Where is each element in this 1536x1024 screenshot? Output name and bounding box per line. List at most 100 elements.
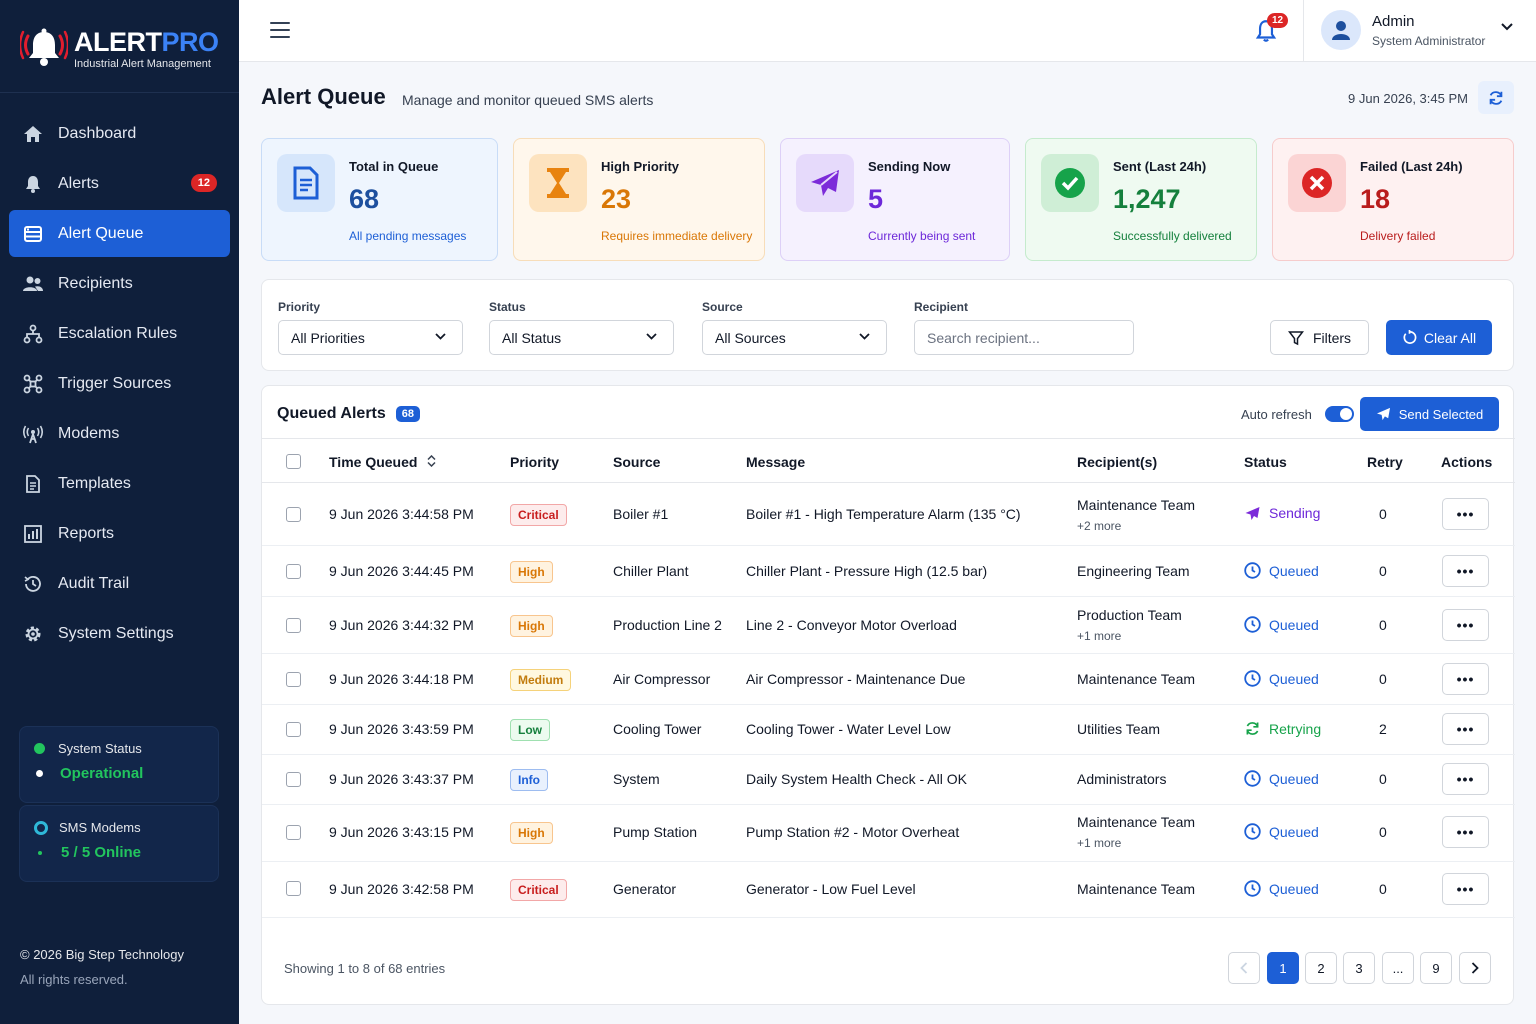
source-select-value: All Sources — [715, 329, 786, 346]
stat-card-sending-now[interactable]: Sending Now 5 Currently being sent — [780, 138, 1010, 261]
column-retry: Retry — [1367, 454, 1403, 470]
stat-description: Delivery failed — [1360, 229, 1436, 243]
sidebar-nav: Dashboard Alerts 12 Alert Queue Recipien… — [9, 110, 230, 660]
sidebar-item-reports[interactable]: Reports — [9, 510, 230, 557]
cell-source: Air Compressor — [613, 671, 711, 687]
cell-source: System — [613, 771, 660, 787]
status-retrying: Retrying — [1244, 720, 1321, 737]
table-row[interactable]: 9 Jun 2026 3:43:15 PM High Pump Station … — [262, 805, 1515, 862]
paper-plane-icon — [1376, 407, 1390, 421]
row-checkbox[interactable] — [286, 564, 301, 579]
row-actions-button[interactable]: ••• — [1442, 873, 1489, 905]
auto-refresh-toggle[interactable] — [1324, 406, 1354, 422]
sidebar-item-label: System Settings — [58, 624, 174, 642]
clock-icon — [1244, 823, 1261, 840]
hierarchy-icon — [22, 323, 44, 345]
recipient-search-input[interactable]: Search recipient... — [914, 320, 1134, 355]
row-checkbox[interactable] — [286, 672, 301, 687]
sidebar-item-label: Audit Trail — [58, 574, 130, 592]
row-actions-button[interactable]: ••• — [1442, 663, 1489, 695]
brand-logo[interactable]: ALERTPRO Industrial Alert Management — [18, 26, 219, 70]
row-checkbox[interactable] — [286, 772, 301, 787]
row-checkbox[interactable] — [286, 507, 301, 522]
more-recipients-link[interactable]: +1 more — [1077, 836, 1122, 850]
table-row[interactable]: 9 Jun 2026 3:44:58 PM Critical Boiler #1… — [262, 483, 1515, 546]
page-subtitle: Manage and monitor queued SMS alerts — [402, 92, 654, 108]
row-actions-button[interactable]: ••• — [1442, 498, 1489, 530]
row-checkbox[interactable] — [286, 722, 301, 737]
sidebar-item-recipients[interactable]: Recipients — [9, 260, 230, 307]
cell-message: Pump Station #2 - Motor Overheat — [746, 824, 960, 840]
sidebar-item-system-settings[interactable]: System Settings — [9, 610, 230, 657]
bell-icon — [22, 173, 44, 195]
stat-card-failed-last-24h[interactable]: Failed (Last 24h) 18 Delivery failed — [1272, 138, 1514, 261]
stat-title: High Priority — [601, 159, 680, 174]
row-actions-button[interactable]: ••• — [1442, 763, 1489, 795]
cell-recipient: Maintenance Team — [1077, 671, 1196, 687]
sidebar-item-alert-queue[interactable]: Alert Queue — [9, 210, 230, 257]
cell-message: Chiller Plant - Pressure High (12.5 bar) — [746, 563, 988, 579]
page-button-2[interactable]: 2 — [1305, 952, 1337, 984]
clock-icon — [1244, 562, 1261, 579]
stat-card-sent-last-24h[interactable]: Sent (Last 24h) 1,247 Successfully deliv… — [1025, 138, 1257, 261]
filters-button[interactable]: Filters — [1270, 320, 1369, 355]
row-actions-button[interactable]: ••• — [1442, 609, 1489, 641]
menu-icon[interactable] — [270, 22, 290, 40]
stat-description: Requires immediate delivery — [601, 229, 753, 243]
sidebar-item-templates[interactable]: Templates — [9, 460, 230, 507]
source-select[interactable]: All Sources — [702, 320, 887, 355]
more-recipients-link[interactable]: +1 more — [1077, 629, 1122, 643]
notifications-button[interactable]: 12 — [1253, 13, 1289, 46]
stat-card-total-in-queue[interactable]: Total in Queue 68 All pending messages — [261, 138, 498, 261]
table-row[interactable]: 9 Jun 2026 3:42:58 PM Critical Generator… — [262, 862, 1515, 918]
row-actions-button[interactable]: ••• — [1442, 713, 1489, 745]
page-button-3[interactable]: 3 — [1343, 952, 1375, 984]
table-row[interactable]: 9 Jun 2026 3:44:32 PM High Production Li… — [262, 597, 1515, 654]
cell-source: Chiller Plant — [613, 563, 689, 579]
cell-recipient: Production Team — [1077, 607, 1182, 623]
user-menu[interactable]: Admin System Administrator — [1321, 10, 1514, 50]
status-select[interactable]: All Status — [489, 320, 674, 355]
stat-card-high-priority[interactable]: High Priority 23 Requires immediate deli… — [513, 138, 765, 261]
clear-all-button[interactable]: Clear All — [1386, 320, 1492, 355]
send-selected-button[interactable]: Send Selected — [1360, 397, 1499, 431]
stat-value: 1,247 — [1113, 184, 1181, 214]
page-button-9[interactable]: 9 — [1420, 952, 1452, 984]
row-checkbox[interactable] — [286, 618, 301, 633]
status-queued: Queued — [1244, 562, 1319, 579]
sidebar-item-alerts[interactable]: Alerts 12 — [9, 160, 230, 207]
table-row[interactable]: 9 Jun 2026 3:43:59 PM Low Cooling Tower … — [262, 705, 1515, 755]
next-page-button[interactable] — [1459, 952, 1491, 984]
cell-message: Generator - Low Fuel Level — [746, 881, 916, 897]
row-actions-button[interactable]: ••• — [1442, 555, 1489, 587]
table-row[interactable]: 9 Jun 2026 3:44:45 PM High Chiller Plant… — [262, 546, 1515, 597]
sidebar-item-modems[interactable]: Modems — [9, 410, 230, 457]
row-checkbox[interactable] — [286, 881, 301, 896]
previous-page-button[interactable] — [1228, 952, 1260, 984]
select-all-checkbox[interactable] — [286, 454, 301, 469]
user-icon — [1332, 21, 1350, 40]
row-checkbox[interactable] — [286, 825, 301, 840]
sidebar-item-trigger-sources[interactable]: Trigger Sources — [9, 360, 230, 407]
table-row[interactable]: 9 Jun 2026 3:43:37 PM Info System Daily … — [262, 755, 1515, 805]
row-actions-button[interactable]: ••• — [1442, 816, 1489, 848]
priority-select[interactable]: All Priorities — [278, 320, 463, 355]
sidebar-item-audit-trail[interactable]: Audit Trail — [9, 560, 230, 607]
table-row[interactable]: 9 Jun 2026 3:44:18 PM Medium Air Compres… — [262, 654, 1515, 705]
cell-time: 9 Jun 2026 3:43:15 PM — [329, 824, 474, 840]
cell-source: Production Line 2 — [613, 617, 722, 633]
retry-icon — [1246, 722, 1259, 735]
clock-icon — [1244, 670, 1261, 687]
bullet-icon — [36, 770, 43, 777]
users-icon — [22, 273, 44, 295]
more-recipients-link[interactable]: +2 more — [1077, 519, 1122, 533]
refresh-button[interactable] — [1478, 81, 1514, 114]
sidebar-item-escalation-rules[interactable]: Escalation Rules — [9, 310, 230, 357]
priority-badge: Medium — [510, 669, 572, 691]
home-icon — [22, 123, 44, 145]
sidebar-item-dashboard[interactable]: Dashboard — [9, 110, 230, 157]
nodes-icon — [22, 373, 44, 395]
page-button-1[interactable]: 1 — [1267, 952, 1299, 984]
history-icon — [22, 573, 44, 595]
column-time-queued[interactable]: Time Queued — [329, 454, 436, 470]
